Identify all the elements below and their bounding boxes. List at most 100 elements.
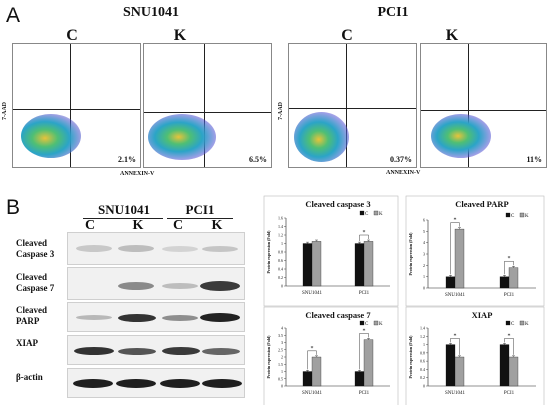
y-tick-label: 0.5 bbox=[278, 376, 283, 381]
y-tick-label: 2 bbox=[281, 355, 283, 360]
panel-a-letter: A bbox=[6, 4, 21, 27]
y-tick-label: 0.8 bbox=[420, 350, 425, 355]
y-tick-label: 0.6 bbox=[420, 359, 425, 364]
flow-plot-pci1-treated: 11% bbox=[420, 43, 547, 168]
x-category-label: SNU1041 bbox=[445, 391, 466, 396]
sig-star: * bbox=[508, 256, 511, 262]
bar bbox=[508, 267, 519, 289]
panel-b-cond-k2: K bbox=[211, 218, 223, 233]
y-tick-label: 0 bbox=[281, 284, 283, 289]
bar bbox=[508, 356, 519, 387]
x-category-label: SNU1041 bbox=[302, 291, 323, 296]
y-tick-label: 1 bbox=[281, 369, 283, 374]
legend-swatch bbox=[505, 212, 511, 218]
y-tick-label: 1.4 bbox=[278, 224, 283, 229]
x-category-label: PCI1 bbox=[504, 391, 515, 396]
y-tick-label: 4 bbox=[281, 326, 283, 331]
panel-b-cond-c1: C bbox=[84, 218, 96, 233]
legend-swatch bbox=[359, 210, 365, 216]
y-tick-label: 0.2 bbox=[278, 275, 283, 280]
blot-strip-beta-actin bbox=[67, 368, 245, 398]
legend-label: K bbox=[379, 322, 383, 327]
panel-a-xlabel-right: ANNEXIN-V bbox=[386, 170, 421, 176]
panel-a-title-snu1041: SNU1041 bbox=[122, 5, 179, 20]
legend-label: C bbox=[511, 214, 515, 219]
y-axis-label: Protein expression (Fold) bbox=[266, 230, 271, 274]
panel-b-title-snu1041: SNU1041 bbox=[97, 202, 150, 217]
legend-label: K bbox=[525, 214, 529, 219]
x-category-label: SNU1041 bbox=[302, 391, 323, 396]
sig-star: * bbox=[311, 346, 314, 352]
y-tick-label: 3.5 bbox=[278, 333, 283, 338]
sig-star: * bbox=[508, 333, 511, 339]
y-tick-label: 3 bbox=[281, 340, 283, 345]
y-tick-label: 0.4 bbox=[278, 267, 283, 272]
y-tick-label: 0 bbox=[281, 384, 283, 389]
sig-star: * bbox=[454, 333, 457, 339]
blot-strip-cleaved-caspase-7 bbox=[67, 267, 245, 300]
bar bbox=[354, 243, 365, 287]
chart-frame bbox=[263, 306, 399, 405]
sig-star: * bbox=[363, 230, 366, 236]
chart-title: Cleaved caspase 3 bbox=[305, 199, 370, 209]
blot-strip-cleaved-parp bbox=[67, 302, 245, 332]
y-tick-label: 1.6 bbox=[278, 216, 283, 221]
legend-swatch bbox=[373, 210, 379, 216]
sig-star: * bbox=[454, 218, 457, 224]
bar bbox=[445, 344, 456, 387]
x-category-label: PCI1 bbox=[504, 293, 515, 298]
legend-swatch bbox=[519, 212, 525, 218]
y-tick-label: 0.4 bbox=[420, 367, 425, 372]
panel-b-group-underline-pci1 bbox=[167, 218, 233, 219]
x-category-label: SNU1041 bbox=[445, 293, 466, 298]
blot-label-cleaved-caspase-7: Cleaved Caspase 7 bbox=[16, 272, 55, 293]
flow-percentage: 6.5% bbox=[249, 155, 267, 164]
legend-swatch bbox=[359, 320, 365, 326]
flow-density-cloud bbox=[431, 114, 491, 158]
bar bbox=[302, 243, 313, 287]
legend-label: C bbox=[365, 322, 369, 327]
panel-b-letter: B bbox=[6, 196, 21, 219]
panel-a-cond-c1: C bbox=[66, 27, 78, 44]
y-tick-label: 0 bbox=[423, 286, 425, 291]
blot-label-cleaved-caspase-3: Cleaved Caspase 3 bbox=[16, 238, 55, 259]
y-tick-label: 2 bbox=[423, 263, 425, 268]
blot-label-xiap: XIAP bbox=[16, 338, 38, 348]
sig-star: * bbox=[363, 328, 366, 334]
legend-swatch bbox=[519, 320, 525, 326]
blot-strip-cleaved-caspase-3 bbox=[67, 232, 245, 265]
flow-percentage: 0.37% bbox=[390, 155, 412, 164]
y-tick-label: 3 bbox=[423, 252, 425, 257]
y-tick-label: 0.6 bbox=[278, 258, 283, 263]
bar bbox=[302, 371, 313, 387]
blot-strip-xiap bbox=[67, 335, 245, 365]
x-category-label: PCI1 bbox=[359, 391, 370, 396]
bar bbox=[445, 276, 456, 289]
bar bbox=[363, 339, 374, 387]
y-axis-label: Protein expression (Fold) bbox=[408, 335, 413, 379]
blot-label-beta-actin: β-actin bbox=[16, 372, 43, 382]
y-axis-label: Protein expression (Fold) bbox=[266, 335, 271, 379]
legend-label: K bbox=[525, 322, 529, 327]
flow-density-cloud bbox=[294, 112, 349, 162]
bar bbox=[454, 228, 465, 289]
flow-density-cloud bbox=[148, 114, 216, 160]
x-category-label: PCI1 bbox=[359, 291, 370, 296]
y-tick-label: 6 bbox=[423, 218, 425, 223]
legend-label: C bbox=[365, 212, 369, 217]
panel-a-title-pci1: PCI1 bbox=[377, 5, 409, 20]
legend-swatch bbox=[505, 320, 511, 326]
y-tick-label: 0.8 bbox=[278, 250, 283, 255]
panel-a-xlabel-left: ANNEXIN-V bbox=[120, 171, 155, 177]
chart-title: Cleaved PARP bbox=[455, 199, 508, 209]
chart-title: XIAP bbox=[472, 310, 493, 320]
legend-label: K bbox=[379, 212, 383, 217]
y-tick-label: 1 bbox=[423, 342, 425, 347]
y-tick-label: 2.5 bbox=[278, 347, 283, 352]
y-tick-label: 1.2 bbox=[420, 334, 425, 339]
y-tick-label: 0.2 bbox=[420, 375, 425, 380]
flow-percentage: 2.1% bbox=[118, 155, 136, 164]
y-tick-label: 4 bbox=[423, 240, 425, 245]
bar bbox=[311, 356, 322, 387]
